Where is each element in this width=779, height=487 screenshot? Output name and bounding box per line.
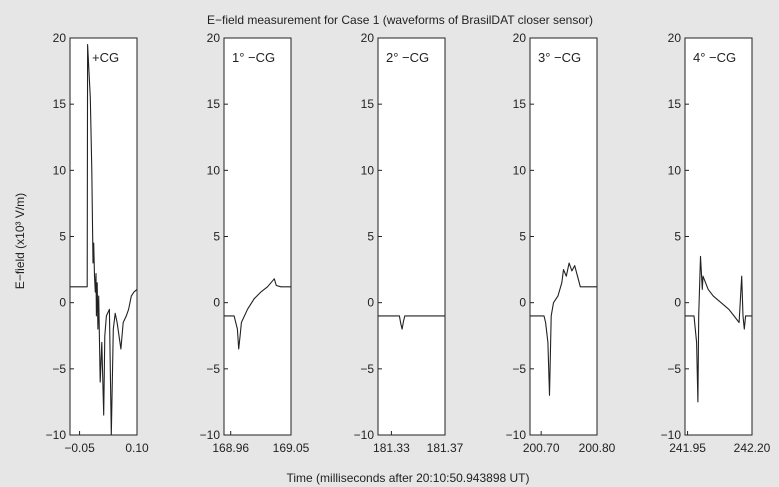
panel-label: 2° −CG bbox=[386, 50, 429, 65]
y-tick-label: −10 bbox=[354, 428, 375, 442]
y-tick-label: 10 bbox=[668, 163, 682, 177]
x-tick-label: 0.10 bbox=[125, 441, 149, 455]
y-tick-label: 0 bbox=[367, 296, 374, 310]
y-tick-label: −5 bbox=[667, 362, 681, 376]
y-tick-label: 5 bbox=[59, 230, 66, 244]
waveform-line-3 bbox=[378, 315, 445, 330]
y-tick-label: 0 bbox=[519, 296, 526, 310]
y-tick-label: 5 bbox=[519, 230, 526, 244]
x-tick-label: 200.80 bbox=[579, 441, 616, 455]
x-axis-label: Time (milliseconds after 20:10:50.943898… bbox=[287, 471, 530, 485]
y-tick-label: 5 bbox=[674, 230, 681, 244]
y-tick-label: 20 bbox=[207, 31, 221, 45]
y-tick-label: 15 bbox=[207, 97, 221, 111]
y-tick-label: −5 bbox=[206, 362, 220, 376]
y-tick-label: 10 bbox=[361, 163, 375, 177]
panel-label: 1° −CG bbox=[232, 50, 275, 65]
y-tick-label: 5 bbox=[367, 230, 374, 244]
waveform-line-1 bbox=[70, 44, 138, 436]
y-tick-label: −10 bbox=[46, 428, 67, 442]
panel-label: +CG bbox=[92, 50, 119, 65]
x-tick-label: 181.33 bbox=[373, 441, 410, 455]
y-axis-label: E−field (x10³ V/m) bbox=[13, 193, 27, 289]
x-tick-label: 181.37 bbox=[427, 441, 464, 455]
panel-frame bbox=[377, 37, 446, 436]
y-tick-label: 0 bbox=[674, 296, 681, 310]
y-tick-label: 20 bbox=[53, 31, 67, 45]
y-tick-label: −5 bbox=[360, 362, 374, 376]
y-tick-label: 20 bbox=[668, 31, 682, 45]
x-tick-label: 168.96 bbox=[212, 441, 249, 455]
y-tick-label: 0 bbox=[59, 296, 66, 310]
y-tick-label: 20 bbox=[361, 31, 375, 45]
y-tick-label: 10 bbox=[513, 163, 527, 177]
waveform-line-4 bbox=[530, 262, 597, 396]
chart-title: E−field measurement for Case 1 (waveform… bbox=[207, 13, 593, 27]
panel-frame bbox=[69, 37, 138, 436]
panel-frame bbox=[684, 37, 753, 436]
y-tick-label: 15 bbox=[513, 97, 527, 111]
panel-frame bbox=[529, 37, 598, 436]
y-tick-label: −10 bbox=[661, 428, 682, 442]
waveform-line-2 bbox=[224, 278, 291, 350]
x-tick-label: 169.05 bbox=[273, 441, 310, 455]
x-tick-label: −0.05 bbox=[64, 441, 95, 455]
panel-label: 3° −CG bbox=[538, 50, 581, 65]
waveform-line-5 bbox=[685, 255, 752, 403]
y-tick-label: −5 bbox=[52, 362, 66, 376]
y-tick-label: 15 bbox=[361, 97, 375, 111]
y-tick-label: 5 bbox=[213, 230, 220, 244]
y-tick-label: 10 bbox=[207, 163, 221, 177]
y-tick-label: −10 bbox=[506, 428, 527, 442]
y-tick-label: −10 bbox=[200, 428, 221, 442]
x-tick-label: 200.70 bbox=[523, 441, 560, 455]
x-tick-label: 241.95 bbox=[669, 441, 706, 455]
panel-label: 4° −CG bbox=[693, 50, 736, 65]
y-tick-label: 10 bbox=[53, 163, 67, 177]
y-tick-label: 20 bbox=[513, 31, 527, 45]
y-tick-label: 15 bbox=[668, 97, 682, 111]
panel-frame bbox=[223, 37, 292, 436]
y-tick-label: 0 bbox=[213, 296, 220, 310]
x-tick-label: 242.20 bbox=[734, 441, 771, 455]
y-tick-label: −5 bbox=[512, 362, 526, 376]
panel-1: 20 15 10 5 0 −5 −10−0.05 0.10 +CG bbox=[46, 31, 149, 455]
y-tick-label: 15 bbox=[53, 97, 67, 111]
